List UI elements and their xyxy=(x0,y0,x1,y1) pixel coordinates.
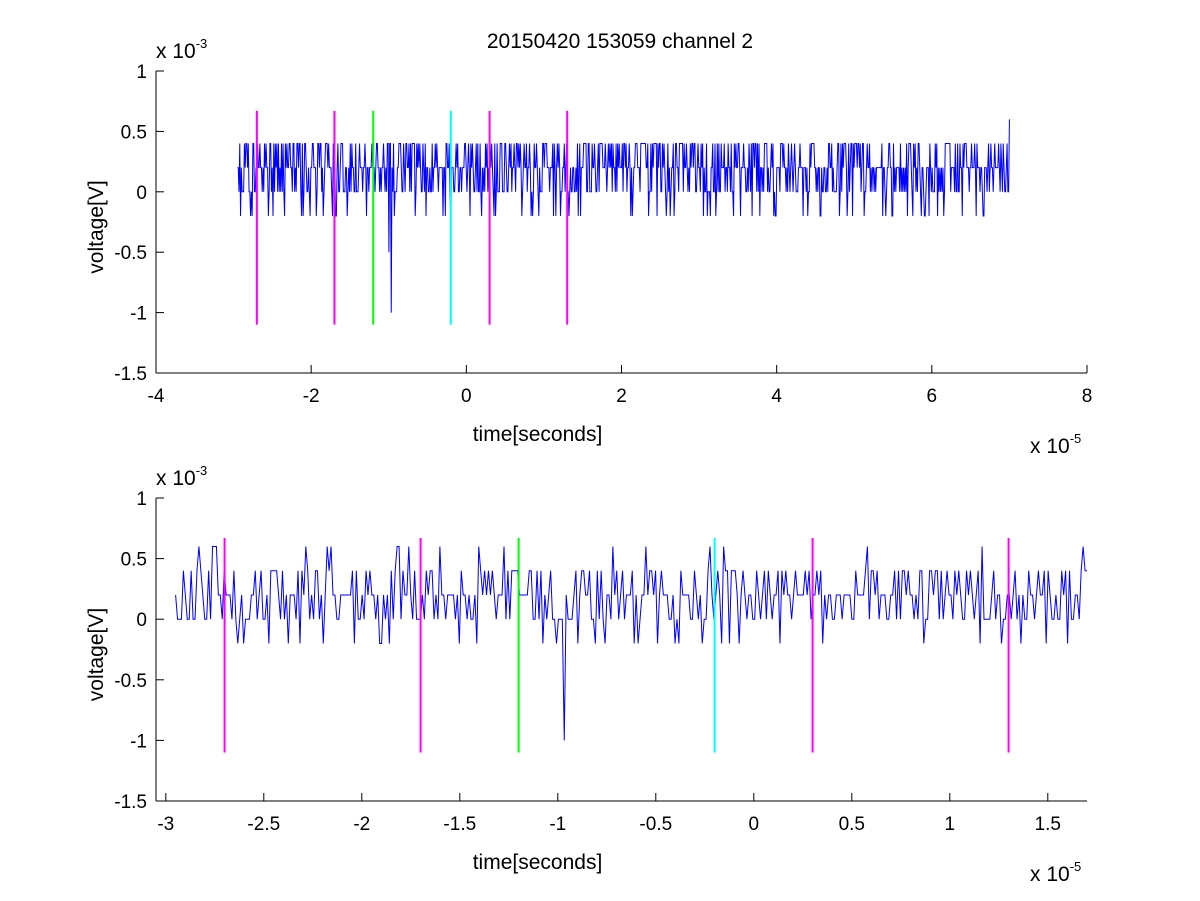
x-tick-label: 2 xyxy=(616,386,627,407)
x-axis-label: time[seconds] xyxy=(473,423,603,446)
y-tick-label: 0 xyxy=(136,183,147,204)
x-tick-label: -4 xyxy=(148,386,165,407)
x-exponent-label: x 10-5 xyxy=(1030,859,1081,886)
y-tick-label: -1 xyxy=(130,731,147,752)
y-axis-label: voltage[V] xyxy=(85,180,108,273)
x-tick-label: 1 xyxy=(945,814,956,835)
y-tick-label: -1.5 xyxy=(114,364,147,385)
x-tick-label: -2.5 xyxy=(247,814,280,835)
y-tick-label: -0.5 xyxy=(114,671,147,692)
x-tick-label: -0.5 xyxy=(639,814,672,835)
x-tick-label: 0 xyxy=(461,386,472,407)
x-tick-label: -3 xyxy=(157,814,174,835)
y-tick-label: -1 xyxy=(130,304,147,325)
y-tick-label: -1.5 xyxy=(114,792,147,813)
signal-trace xyxy=(175,545,1087,741)
x-tick-label: 1.5 xyxy=(1035,814,1061,835)
signal-trace xyxy=(237,119,1010,313)
y-tick-label: 0.5 xyxy=(121,122,147,143)
figure-title: 20150420 153059 channel 2 xyxy=(487,30,753,53)
x-tick-label: 0 xyxy=(749,814,760,835)
x-tick-label: 8 xyxy=(1082,386,1093,407)
x-tick-label: 4 xyxy=(771,386,782,407)
y-exponent-label: x 10-3 xyxy=(156,463,207,490)
y-tick-label: 0.5 xyxy=(121,550,147,571)
top-subplot: -4 -2 0 2 4 6 8 -1.5 -1 -0.5 0 0.5 1 time[seconds] vol… xyxy=(85,36,1092,458)
x-tick-label: -1 xyxy=(549,814,566,835)
x-tick-label: -2 xyxy=(353,814,370,835)
y-tick-label: 1 xyxy=(136,489,147,510)
x-tick-label: -2 xyxy=(303,386,320,407)
y-axis-label: voltage[V] xyxy=(85,608,108,701)
y-tick-label: -0.5 xyxy=(114,243,147,264)
x-exponent-label: x 10-5 xyxy=(1030,431,1081,458)
x-tick-label: -1.5 xyxy=(443,814,476,835)
x-axis-label: time[seconds] xyxy=(473,851,603,874)
x-tick-label: 0.5 xyxy=(839,814,865,835)
y-exponent-label: x 10-3 xyxy=(156,36,207,63)
bottom-subplot: -3 -2.5 -2 -1.5 -1 -0.5 0 0.5 1 1.5 -1.5 -1 -0.5 0 0.5… xyxy=(85,463,1087,886)
y-tick-label: 1 xyxy=(136,62,147,83)
x-tick-label: 6 xyxy=(927,386,938,407)
y-tick-label: 0 xyxy=(136,610,147,631)
